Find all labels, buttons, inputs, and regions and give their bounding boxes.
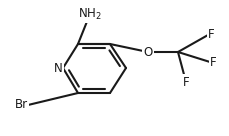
Text: NH$_2$: NH$_2$	[78, 6, 102, 21]
Text: F: F	[210, 55, 217, 69]
Text: Br: Br	[15, 98, 28, 112]
Text: N: N	[54, 61, 63, 75]
Text: O: O	[143, 46, 153, 58]
Text: F: F	[208, 29, 215, 41]
Text: F: F	[183, 75, 189, 89]
